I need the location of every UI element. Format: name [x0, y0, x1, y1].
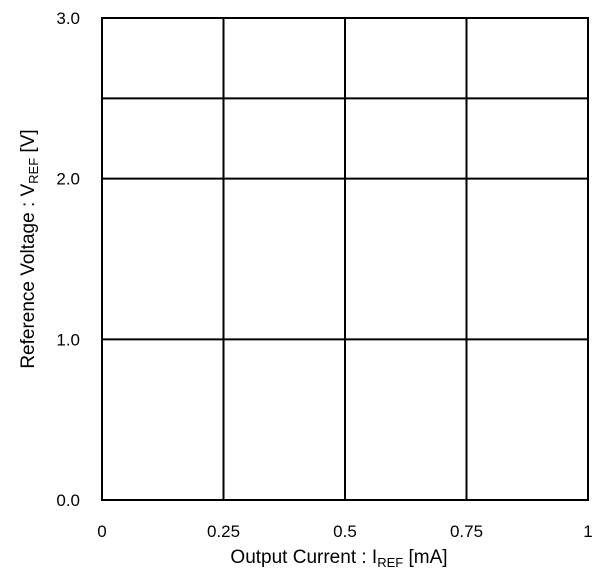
- y-axis-title-main: Reference Voltage : V: [18, 184, 39, 369]
- y-tick-label: 3.0: [56, 9, 80, 28]
- y-tick-label: 0.0: [56, 491, 80, 510]
- grid-lines: [101, 17, 589, 501]
- x-axis-title: Output Current : IREF [mA]: [230, 547, 447, 570]
- y-tick-label: 2.0: [56, 170, 80, 189]
- plot-frame: [101, 17, 589, 501]
- x-tick-label: 0: [97, 522, 106, 541]
- x-tick-label: 0.5: [333, 522, 357, 541]
- x-tick-label: 1: [583, 522, 592, 541]
- x-axis-title-main: Output Current : I: [230, 547, 377, 568]
- y-axis-title-subscript: REF: [26, 158, 41, 184]
- y-axis-title: Reference Voltage : VREF [V]: [18, 129, 41, 368]
- x-axis-title-unit: [mA]: [403, 547, 447, 568]
- x-axis-title-subscript: REF: [377, 555, 403, 570]
- y-axis-title-unit: [V]: [18, 129, 39, 158]
- x-tick-labels: 0 0.25 0.5 0.75 1: [97, 522, 592, 541]
- y-tick-labels: 0.0 1.0 2.0 3.0: [56, 9, 80, 510]
- x-tick-label: 0.25: [207, 522, 240, 541]
- y-tick-label: 1.0: [56, 330, 80, 349]
- x-tick-label: 0.75: [450, 522, 483, 541]
